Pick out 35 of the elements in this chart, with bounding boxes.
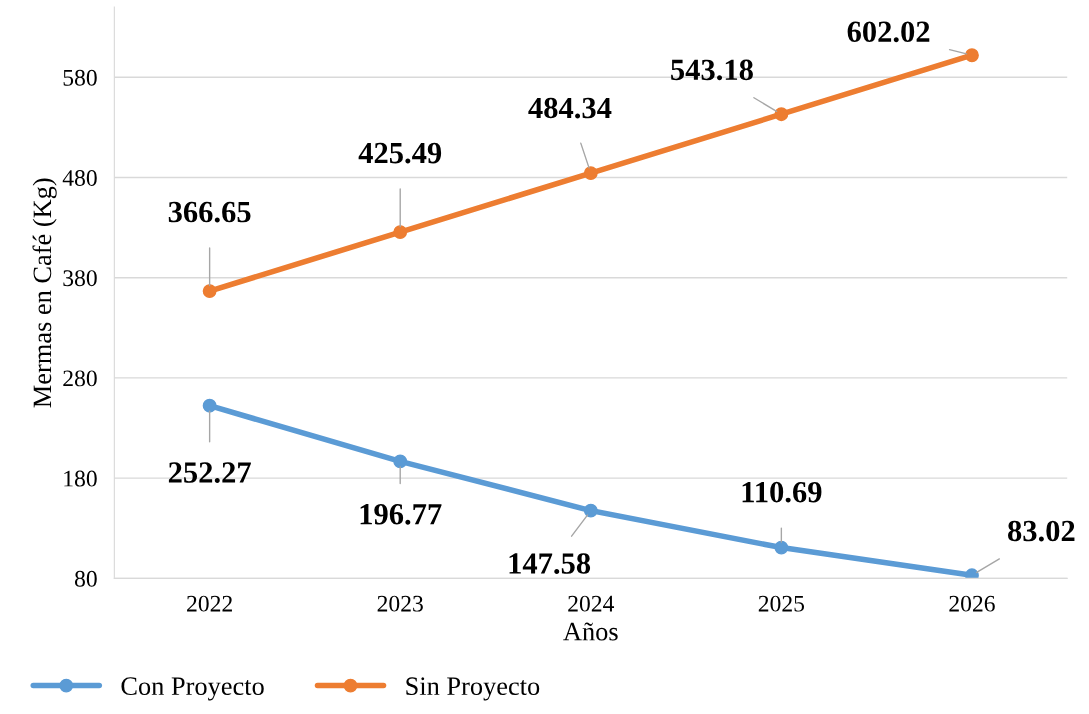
point	[964, 568, 979, 579]
data-label: 602.02	[847, 21, 930, 43]
data-label: 366.65	[168, 201, 251, 223]
data-label: 252.27	[168, 462, 251, 483]
point	[583, 503, 598, 518]
x-tick-label: 2025	[758, 595, 805, 612]
point	[202, 284, 217, 299]
data-label: 196.77	[360, 503, 442, 525]
point	[774, 107, 789, 122]
y-tick-label: 580	[63, 69, 97, 86]
y-tick-label: 480	[62, 169, 97, 186]
data-label: 83.02	[1008, 520, 1075, 542]
data-label: 543.18	[671, 59, 753, 81]
data-label: 484.34	[528, 97, 612, 119]
y-tick-label: 380	[63, 270, 97, 287]
y-tick-label: 80	[74, 570, 97, 587]
point	[202, 398, 217, 413]
point	[393, 225, 408, 240]
point	[964, 48, 979, 63]
point	[774, 540, 789, 555]
legend-label: Sin Proyecto	[406, 677, 540, 701]
y-tick-label: 280	[63, 370, 97, 387]
data-label: 110.69	[742, 481, 822, 503]
x-tick-label: 2024	[568, 595, 615, 612]
data-label: 147.58	[509, 553, 591, 574]
x-axis-title: Años	[563, 622, 618, 641]
x-tick-label: 2026	[949, 595, 995, 612]
data-label: 425.49	[358, 142, 442, 164]
x-tick-label: 2022	[187, 595, 232, 612]
point	[393, 454, 408, 469]
x-tick-label: 2023	[377, 595, 423, 612]
y-axis-title: Mermas en Café (Kg)	[32, 178, 57, 408]
legend-label: Con Proyecto	[121, 677, 264, 701]
y-tick-label: 180	[64, 470, 97, 487]
point	[583, 166, 598, 181]
